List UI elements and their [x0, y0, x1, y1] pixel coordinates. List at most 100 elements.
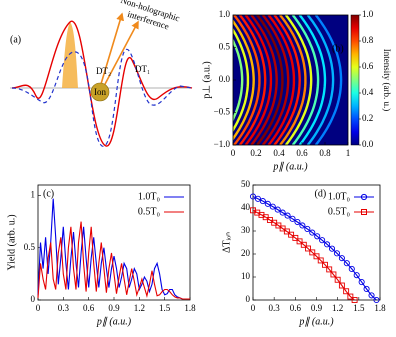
marker: [373, 296, 380, 304]
fringe: [284, 15, 313, 145]
y-tick-label: 1.0: [219, 9, 231, 19]
plot-frame: [252, 184, 381, 301]
marker: [314, 233, 321, 240]
marker: [296, 238, 303, 245]
legend-label: 1.0T₀: [328, 191, 351, 202]
x-tick-label: 0.4: [273, 148, 285, 158]
marker: [338, 255, 345, 262]
marker: [274, 206, 281, 213]
marker: [328, 245, 336, 252]
fringe: [314, 15, 343, 145]
marker: [283, 228, 290, 235]
marker: [289, 215, 296, 222]
y-tick-label: −1.0: [214, 139, 231, 149]
legend-marker: [360, 193, 368, 201]
panel-a: Ion (a) DT₂ DT₁ Non-holographic interfer…: [10, 0, 193, 147]
legend-label: 0.5T₀: [138, 206, 161, 217]
x-tick-label: 1.5: [353, 303, 365, 313]
y-axis-label: p⊥ (a.u.): [201, 61, 212, 98]
marker: [304, 225, 311, 232]
field-curve: [11, 20, 193, 147]
x-tick-label: 0.9: [108, 303, 120, 313]
colorbar-tick-label: 0.4: [362, 87, 374, 97]
x-tick-label: 0.6: [83, 303, 95, 313]
x-tick-label: 0.8: [319, 148, 331, 158]
y-tick-label: 1: [31, 190, 36, 200]
series-line: [252, 209, 355, 301]
y-tick-label: 0: [31, 294, 36, 304]
marker: [313, 253, 320, 260]
x-tick-label: 0.6: [290, 303, 302, 313]
panel-label: (a): [10, 34, 21, 45]
marker: [292, 234, 299, 241]
fringe: [233, 19, 255, 141]
marker: [300, 241, 307, 248]
marker: [334, 276, 341, 283]
colorbar: [350, 14, 360, 146]
x-tick-label: 1.2: [332, 303, 343, 313]
marker: [353, 272, 360, 279]
marker: [322, 261, 328, 268]
x-tick-label: 1.2: [134, 303, 145, 313]
fringe: [233, 38, 244, 122]
marker: [279, 209, 286, 216]
marker: [309, 229, 316, 236]
y-tick-label: 20: [241, 248, 251, 258]
x-tick-label: 0.6: [296, 148, 308, 158]
y-tick-label: 0.5: [219, 42, 231, 52]
x-axis-label: p∥ (a.u.): [298, 316, 334, 327]
marker: [275, 222, 282, 229]
marker: [249, 193, 257, 200]
colorbar-tick-label: 0.2: [362, 113, 373, 123]
marker: [338, 282, 345, 289]
series-line: [37, 221, 190, 300]
marker: [317, 257, 324, 264]
marker: [326, 266, 333, 273]
series-line: [37, 198, 190, 300]
legend-label: 0.5T₀: [328, 206, 351, 217]
marker: [259, 198, 266, 205]
marker: [294, 218, 301, 226]
marker: [254, 195, 261, 202]
marker: [299, 222, 306, 229]
y-tick-label: 0.0: [219, 74, 231, 84]
marker: [309, 249, 316, 256]
heatmap-background: [233, 15, 348, 145]
plot-frame: [232, 14, 349, 146]
plot-frame: [37, 184, 191, 301]
fringe: [306, 15, 335, 145]
x-tick-label: 0.3: [58, 303, 70, 313]
dt-label: DT₁: [135, 64, 150, 74]
heatmap: [233, 15, 348, 145]
x-axis-label: p∥ (a.u.): [96, 316, 132, 327]
y-tick-label: 0: [246, 294, 251, 304]
shaded-region: [62, 22, 78, 88]
marker: [269, 203, 276, 210]
marker: [343, 260, 350, 267]
fringe: [267, 15, 296, 145]
x-tick-label: 1.8: [374, 303, 386, 313]
y-tick-label: 10: [241, 271, 251, 281]
y-tick-label: 40: [241, 202, 251, 212]
fringe: [244, 15, 273, 145]
fringe: [273, 15, 301, 145]
fringe: [291, 15, 320, 145]
marker: [279, 225, 286, 232]
legend-marker: [361, 209, 367, 215]
legend-label: 1.0T₀: [138, 191, 161, 202]
marker: [363, 285, 370, 293]
marker: [368, 292, 375, 299]
panel-label: (b): [332, 43, 344, 54]
marker: [333, 250, 341, 257]
colorbar-tick-label: 1.0: [362, 9, 374, 19]
arrow: [100, 12, 124, 85]
x-tick-label: 0: [231, 148, 236, 158]
fringe: [261, 15, 290, 145]
x-tick-label: 0.3: [269, 303, 281, 313]
y-tick-label: 50: [241, 179, 251, 189]
x-tick-label: 0: [36, 303, 41, 313]
marker: [348, 265, 355, 273]
fringe: [279, 15, 307, 145]
y-axis-label: ΔTᵢₒₙ: [221, 232, 232, 253]
x-tick-label: 0: [251, 303, 256, 313]
